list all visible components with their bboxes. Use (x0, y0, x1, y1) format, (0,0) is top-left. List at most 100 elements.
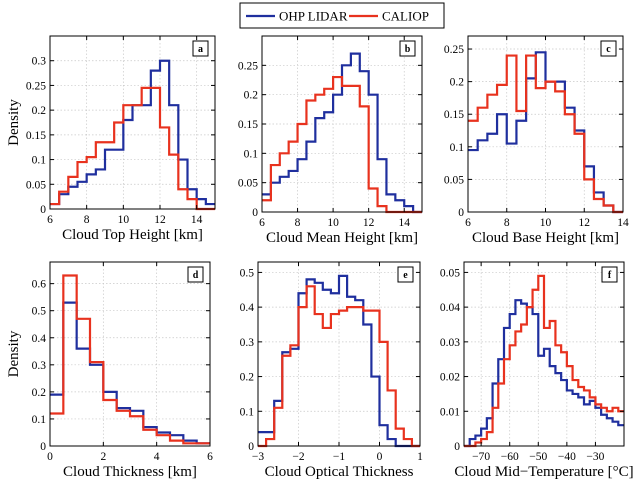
panel-a: 6 8 10 12 14 0 0.05 0.1 0.15 0.2 0.25 0.3 Cloud Top … (6, 35, 216, 243)
panel-e: −3 −2 −1 0 1 0 0.1 0.2 0.3 0.4 0.5 Cloud Optical Th… (240, 261, 423, 480)
series-caliop-step (50, 86, 215, 211)
x-tick-label: 10 (327, 217, 339, 229)
y-tick-label: 0.1 (32, 414, 47, 426)
x-tick-label: −40 (558, 451, 576, 463)
legend-label-ohp-lidar: OHP LIDAR (279, 9, 348, 24)
x-tick-label: 8 (84, 214, 90, 226)
y-tick-label: 0 (454, 441, 460, 453)
series-ohp-lidar-step (50, 301, 210, 445)
y-tick-label: 0.15 (444, 109, 464, 121)
x-tick-label: 6 (47, 214, 53, 226)
y-tick-label: 0.6 (32, 279, 47, 291)
y-tick-label: 0.1 (450, 142, 465, 154)
panel-d: 0 2 4 6 0 0.1 0.2 0.3 0.4 0.5 0.6 Cloud Thickness [… (6, 261, 213, 480)
y-tick-label: 0.3 (240, 337, 255, 349)
y-axis-label: Density (6, 99, 22, 146)
x-tick-label: −70 (472, 451, 490, 463)
y-tick-label: 0.04 (440, 302, 460, 314)
panel-label: c (606, 44, 611, 55)
y-tick-label: 0.1 (32, 155, 47, 167)
x-tick-label: 12 (579, 217, 591, 229)
y-tick-label: 0 (40, 204, 46, 216)
x-tick-label: 10 (540, 217, 552, 229)
y-tick-label: 0.2 (240, 372, 255, 384)
axes-frame (463, 261, 625, 447)
x-axis-label: Cloud Optical Thickness (265, 464, 414, 480)
x-axis-label: Cloud Mean Height [km] (266, 230, 418, 246)
x-tick-label: 14 (398, 217, 410, 229)
x-tick-label: −50 (529, 451, 547, 463)
series-ohp-lidar-step (50, 59, 215, 206)
panel-label-box (600, 40, 617, 57)
x-tick-label: 6 (259, 217, 265, 229)
y-tick-label: 0 (252, 207, 258, 219)
panel-label: d (193, 270, 199, 281)
x-tick-label: 1 (417, 451, 423, 463)
panel-label: f (608, 270, 612, 281)
y-tick-label: 0.05 (444, 174, 464, 186)
axes-frame (261, 35, 423, 213)
y-tick-label: 0.15 (26, 130, 46, 142)
x-axis-label: Cloud Mid−Temperature [°C] (454, 464, 633, 480)
series-caliop-step (262, 75, 422, 214)
x-tick-label: 2 (100, 451, 106, 463)
y-tick-label: 0.4 (240, 302, 255, 314)
x-tick-label: 0 (47, 451, 53, 463)
series-caliop-step (468, 54, 623, 214)
y-tick-label: 0.4 (32, 333, 47, 345)
x-tick-label: 14 (191, 214, 203, 226)
y-tick-label: 0.2 (450, 77, 465, 89)
y-tick-label: 0.3 (32, 360, 47, 372)
y-tick-label: 0.01 (440, 406, 460, 418)
y-tick-label: 0.25 (444, 44, 464, 56)
y-axis-label: Density (6, 330, 22, 377)
legend: OHP LIDAR CALIOP (239, 2, 445, 29)
axes-frame (49, 261, 211, 447)
series-caliop-step (464, 274, 624, 448)
y-tick-label: 0.1 (244, 148, 259, 160)
x-tick-label: 0 (377, 451, 383, 463)
x-tick-label: 12 (363, 217, 375, 229)
y-tick-label: 0 (40, 441, 46, 453)
series-caliop-step (50, 274, 210, 445)
y-tick-label: 0.05 (238, 178, 258, 190)
x-axis-label: Cloud Base Height [km] (472, 230, 619, 246)
panel-label-box (399, 40, 416, 57)
panel-c: 6 8 10 12 14 0 0.05 0.1 0.15 0.2 0.25 Cloud Base He… (444, 35, 629, 246)
y-tick-label: 0.5 (32, 306, 47, 318)
y-tick-label: 0.1 (240, 406, 255, 418)
x-tick-label: 14 (617, 217, 629, 229)
x-tick-label: 8 (504, 217, 510, 229)
y-tick-label: 0.25 (238, 60, 258, 72)
x-axis-label: Cloud Top Height [km] (62, 227, 203, 243)
y-tick-label: 0.05 (26, 179, 46, 191)
axes-frame (49, 35, 216, 210)
x-tick-label: 12 (154, 214, 166, 226)
y-tick-label: 0.5 (240, 267, 255, 279)
y-tick-label: 0.3 (32, 56, 47, 68)
y-tick-label: 0 (458, 207, 464, 219)
panel-label-box (192, 40, 209, 57)
y-tick-label: 0.15 (238, 119, 258, 131)
panel-f: −70 −60 −50 −40 −30 0 0.01 0.02 0.03 0.04 0.05 Clou… (440, 261, 634, 480)
x-tick-label: −3 (252, 451, 264, 463)
x-tick-label: −2 (292, 451, 304, 463)
series-caliop-step (258, 285, 420, 448)
y-tick-label: 0.2 (244, 90, 259, 102)
x-tick-label: −1 (333, 451, 345, 463)
panel-label-box (601, 266, 618, 283)
x-tick-label: 8 (295, 217, 301, 229)
panel-label: b (405, 44, 411, 55)
x-tick-label: 10 (118, 214, 130, 226)
x-tick-label: −30 (586, 451, 604, 463)
legend-label-caliop: CALIOP (382, 9, 429, 24)
x-axis-label: Cloud Thickness [km] (63, 464, 197, 480)
panel-label-box (397, 266, 414, 283)
y-tick-label: 0 (248, 441, 254, 453)
panel-label: e (403, 270, 408, 281)
y-tick-label: 0.02 (440, 372, 460, 384)
series-ohp-lidar-step (468, 51, 623, 214)
y-tick-label: 0.25 (26, 80, 46, 92)
y-tick-label: 0.2 (32, 105, 47, 117)
